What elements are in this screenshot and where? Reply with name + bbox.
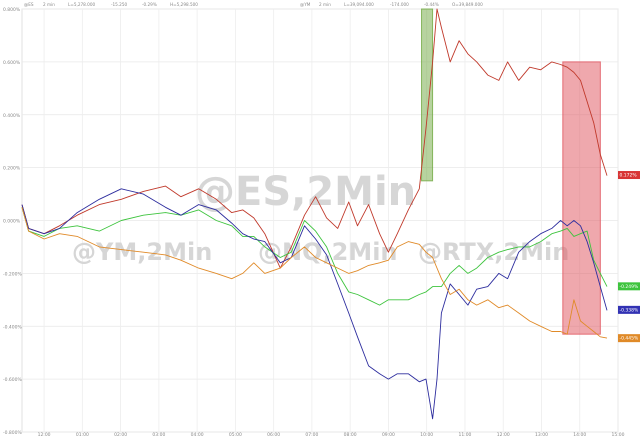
x-tick-label: 12:00 — [38, 432, 51, 438]
header-item: -15.250 — [111, 2, 127, 7]
x-tick-label: 12:00 — [497, 432, 510, 438]
y-tick-label: -0.200% — [3, 271, 23, 277]
end-value-badge — [618, 334, 640, 343]
y-tick-label: -0.400% — [3, 324, 23, 330]
header-item: L=39,094.000 — [344, 2, 374, 7]
watermark: @RTX,2Min — [418, 238, 569, 266]
end-value-label: -0.445% — [620, 336, 640, 342]
x-tick-label: 02:00 — [114, 432, 127, 438]
watermark: @ES,2Min — [195, 169, 416, 215]
header-item: H=5,298.500 — [170, 2, 198, 7]
x-tick-label: 03:00 — [152, 432, 165, 438]
header-legend: @ES 2 min L=5,278.000 -15.250 -0.29% H=5,298.… — [24, 2, 483, 7]
x-tick-label: 06:00 — [267, 432, 280, 438]
series-line — [21, 207, 608, 306]
header-item: @ES — [24, 2, 34, 7]
end-value-badge — [618, 282, 640, 291]
end-value-badge — [618, 305, 640, 314]
watermark: @NQ,2Min — [258, 238, 398, 266]
y-tick-label: 0.400% — [3, 113, 21, 119]
y-tick-label: 0.000% — [3, 219, 21, 225]
x-tick-label: 14:00 — [573, 432, 586, 438]
header-item: O=39,849.000 — [452, 2, 483, 7]
y-tick-label: 0.800% — [3, 7, 21, 13]
x-tick-label: 13:00 — [535, 432, 548, 438]
highlight-region — [421, 8, 434, 182]
y-tick-label: 0.200% — [3, 166, 21, 172]
header-item: -0.29% — [142, 2, 157, 7]
y-tick-label: 0.600% — [3, 60, 21, 66]
x-tick-label: 04:00 — [191, 432, 204, 438]
x-tick-label: 09:00 — [382, 432, 395, 438]
header-item: 2 min — [319, 2, 331, 7]
x-tick-label: 11:00 — [458, 432, 471, 438]
x-tick-label: 10:00 — [420, 432, 433, 438]
header-item: 2 min — [43, 2, 55, 7]
end-value-label: 0.172% — [620, 173, 638, 179]
x-tick-label: 01:00 — [76, 432, 89, 438]
series-line — [21, 188, 608, 420]
y-tick-label: -0.600% — [3, 377, 23, 383]
highlight-region — [562, 61, 601, 335]
x-tick-label: 15:00 — [612, 432, 625, 438]
y-tick-label: -0.800% — [3, 430, 23, 436]
header-item: -174.000 — [390, 2, 409, 7]
header-item: L=5,278.000 — [68, 2, 95, 7]
series-line — [21, 207, 608, 339]
series-line — [21, 8, 608, 269]
header-item: @YM — [300, 2, 311, 7]
x-tick-label: 05:00 — [229, 432, 242, 438]
header-item: -0.44% — [424, 2, 439, 7]
x-tick-label: 07:00 — [305, 432, 318, 438]
end-value-label: -0.338% — [620, 307, 640, 313]
x-tick-label: 08:00 — [344, 432, 357, 438]
end-value-label: -0.249% — [620, 284, 640, 290]
end-value-badge — [618, 171, 640, 180]
